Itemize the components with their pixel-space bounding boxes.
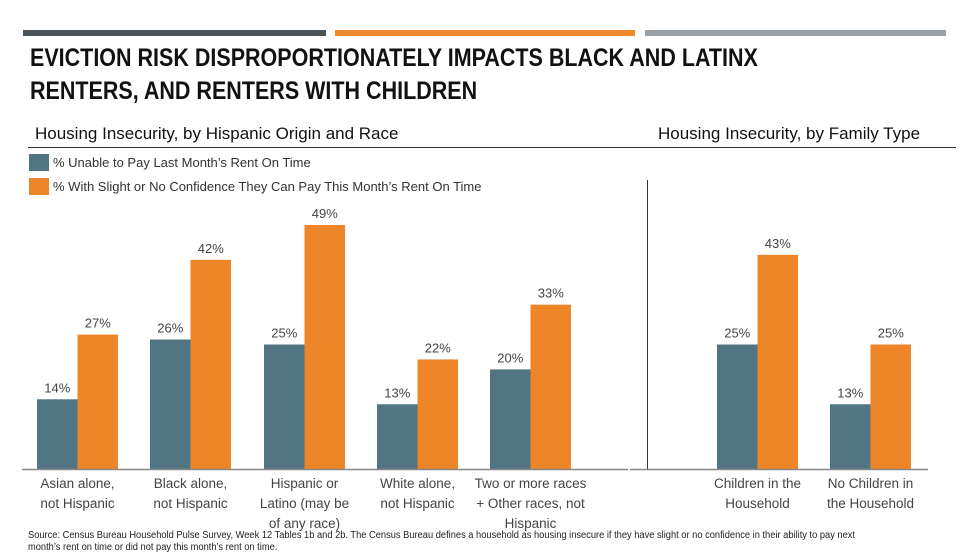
bar-unable-to-pay xyxy=(150,339,191,469)
data-label: 13% xyxy=(384,385,410,400)
category-label: Hispanic or Latino (may be of any race) xyxy=(259,476,350,531)
data-label: 14% xyxy=(44,380,70,395)
data-label: 33% xyxy=(538,286,564,301)
legend-item-no-confidence: % With Slight or No Confidence They Can … xyxy=(29,178,481,195)
category-label: No Children in the Household xyxy=(826,476,915,511)
source-note: Source: Census Bureau Household Pulse Su… xyxy=(28,530,856,553)
data-label: 13% xyxy=(837,385,863,400)
legend-swatch-orange xyxy=(29,178,49,195)
left-chart-title: Housing Insecurity, by Hispanic Origin a… xyxy=(35,124,399,143)
data-label: 20% xyxy=(497,350,523,365)
data-label: 27% xyxy=(85,316,111,331)
top-bar-orange xyxy=(335,30,635,36)
bar-no-confidence xyxy=(190,259,231,469)
heading-divider xyxy=(28,147,956,148)
category-label: White alone, not Hispanic xyxy=(379,476,456,511)
category-label: Children in the Household xyxy=(713,476,802,511)
title-line-2: RENTERS, AND RENTERS WITH CHILDREN xyxy=(30,77,478,105)
category-label: Two or more races + Other races, not His… xyxy=(474,476,587,531)
legend-label: % Unable to Pay Last Month’s Rent On Tim… xyxy=(53,155,311,170)
data-label: 42% xyxy=(198,241,224,256)
bar-no-confidence xyxy=(530,304,571,469)
title-line-1: EVICTION RISK DISPROPORTIONATELY IMPACTS… xyxy=(30,44,758,72)
bar-unable-to-pay xyxy=(264,344,305,469)
bar-unable-to-pay xyxy=(717,344,758,469)
bar-no-confidence xyxy=(304,224,345,469)
data-label: 25% xyxy=(724,326,750,341)
data-label: 43% xyxy=(765,236,791,251)
top-bar-gray xyxy=(645,30,946,36)
category-label: Black alone, not Hispanic xyxy=(153,476,228,511)
data-label: 26% xyxy=(157,321,183,336)
category-label: Asian alone, not Hispanic xyxy=(40,476,115,511)
bar-unable-to-pay xyxy=(490,369,531,469)
legend-label: % With Slight or No Confidence They Can … xyxy=(53,179,482,194)
bar-no-confidence xyxy=(870,344,911,469)
right-chart-title: Housing Insecurity, by Family Type xyxy=(658,124,921,143)
data-label: 22% xyxy=(425,340,451,355)
data-label: 49% xyxy=(312,206,338,221)
page-title: EVICTION RISK DISPROPORTIONATELY IMPACTS… xyxy=(30,42,758,108)
legend-swatch-blue xyxy=(29,154,49,171)
bar-unable-to-pay xyxy=(377,404,418,469)
bar-no-confidence xyxy=(417,359,458,469)
legend-item-unable-to-pay: % Unable to Pay Last Month’s Rent On Tim… xyxy=(29,154,311,171)
data-label: 25% xyxy=(878,326,904,341)
bar-no-confidence xyxy=(77,334,118,469)
bar-no-confidence xyxy=(757,254,798,469)
bar-unable-to-pay xyxy=(37,399,78,469)
bar-unable-to-pay xyxy=(830,404,871,469)
top-bar-dark xyxy=(23,30,326,36)
data-label: 25% xyxy=(271,326,297,341)
